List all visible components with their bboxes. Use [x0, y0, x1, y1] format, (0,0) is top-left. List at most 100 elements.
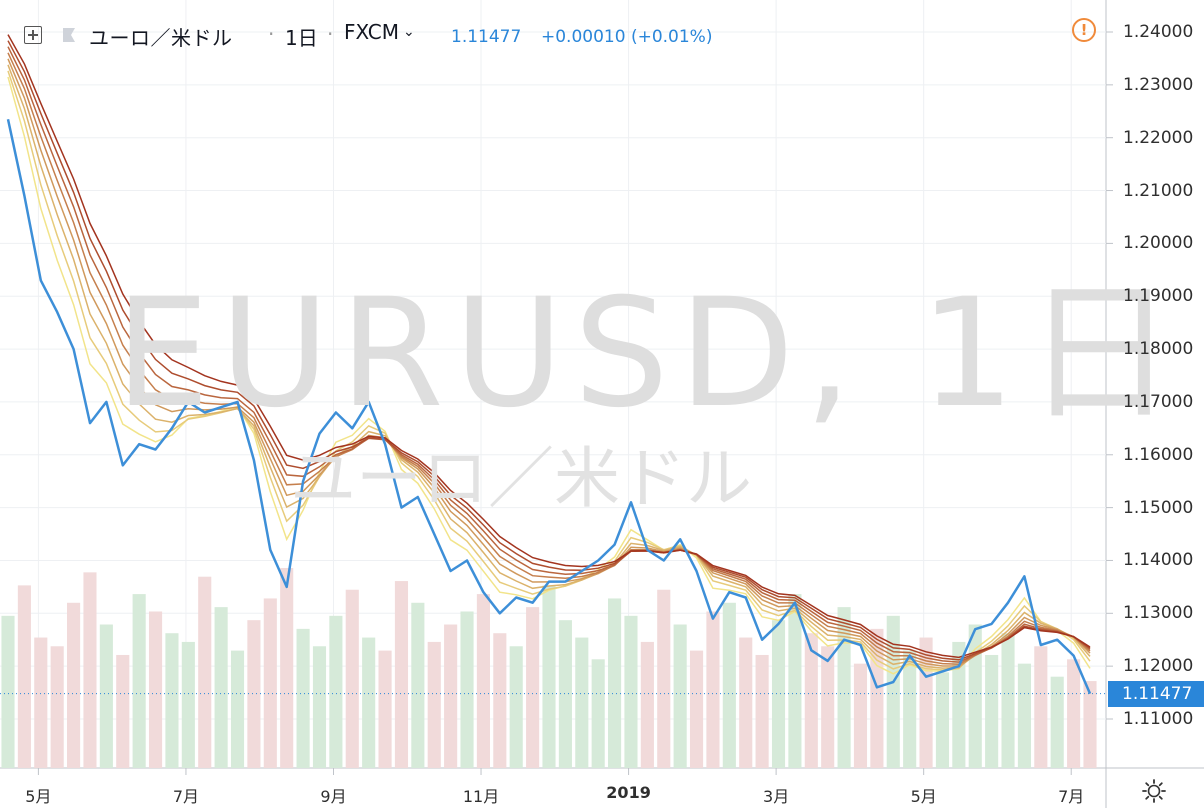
price-axis-label: 1.17000: [1123, 391, 1194, 412]
volume-bar: [903, 650, 917, 768]
volume-bar: [706, 611, 720, 768]
gear-icon[interactable]: [1141, 778, 1167, 804]
moving-average-line: [7, 34, 1091, 659]
volume-bar: [181, 641, 195, 768]
volume-bar: [968, 624, 982, 768]
separator-dot: ·: [327, 22, 334, 46]
volume-bar: [804, 633, 818, 768]
volume-bar: [870, 628, 884, 768]
last-price: 1.11477: [451, 27, 522, 47]
moving-average-line: [7, 46, 1091, 663]
volume-bar: [608, 598, 622, 768]
moving-average-line: [7, 70, 1091, 671]
volume-bar: [67, 602, 81, 768]
volume-bar: [247, 620, 261, 768]
volume-bar: [673, 624, 687, 768]
volume-bar: [591, 659, 605, 768]
price-axis-label: 1.18000: [1123, 339, 1194, 360]
volume-bar: [1067, 659, 1081, 768]
volume-bar: [1, 615, 15, 768]
time-axis-label: 3月: [763, 787, 790, 806]
volume-bar: [1034, 646, 1048, 768]
price-change: +0.00010 (+0.01%): [541, 27, 713, 47]
last-price-tag: 1.11477: [1108, 681, 1204, 707]
volume-bar: [575, 637, 589, 768]
moving-average-line: [7, 64, 1091, 669]
volume-bar: [722, 602, 736, 768]
volume-bar: [148, 611, 163, 768]
time-axis-label: 5月: [910, 787, 937, 806]
volume-bar: [378, 650, 392, 768]
volume-bar: [886, 615, 900, 768]
alert-icon[interactable]: !: [1072, 18, 1096, 42]
volume-bar: [296, 628, 310, 768]
plus-box-icon[interactable]: [24, 26, 42, 44]
volume-bar: [280, 568, 294, 768]
volume-bar: [558, 620, 572, 768]
volume-bar: [1017, 663, 1031, 768]
volume-bar: [83, 572, 97, 768]
volume-bar: [1050, 676, 1064, 768]
interval-label[interactable]: 1日: [285, 26, 318, 50]
price-axis-label: 1.23000: [1123, 74, 1194, 95]
price-axis-label: 1.22000: [1123, 127, 1194, 148]
volume-bar: [329, 615, 343, 768]
watermark-subtitle: ユーロ／米ドル: [290, 440, 752, 517]
volume-bar: [17, 585, 31, 768]
price-axis-label: 1.20000: [1123, 233, 1194, 254]
price-axis-label: 1.21000: [1123, 180, 1194, 201]
volume-bar: [640, 641, 654, 768]
watermark-title: EURUSD, 1日: [115, 267, 1186, 441]
price-axis-label: 1.19000: [1123, 286, 1194, 307]
volume-bar: [935, 672, 950, 768]
flag-icon[interactable]: [60, 26, 78, 44]
volume-bar: [542, 585, 556, 768]
volume-bar: [526, 607, 540, 768]
price-axis-label: 1.14000: [1123, 550, 1194, 571]
volume-bar: [952, 641, 966, 768]
volume-bar: [624, 615, 638, 768]
volume-bar: [34, 637, 48, 768]
volume-bar: [657, 589, 671, 768]
exchange-selector[interactable]: FXCM ⌄: [344, 20, 415, 44]
volume-bar: [362, 637, 376, 768]
time-axis-label: 2019: [606, 783, 651, 802]
volume-bar: [198, 576, 212, 768]
volume-bar: [509, 646, 523, 768]
price-axis-label: 1.13000: [1123, 603, 1194, 624]
symbol-name[interactable]: ユーロ／米ドル: [89, 26, 233, 50]
volume-bar: [771, 620, 786, 768]
volume-bar: [689, 650, 704, 768]
volume-bar: [444, 624, 458, 768]
exchange-label: FXCM: [344, 20, 399, 44]
volume-bar: [50, 646, 64, 768]
price-line: [6, 118, 1092, 695]
volume-bar: [476, 594, 490, 768]
volume-bar: [312, 646, 327, 768]
volume-bar: [1083, 681, 1097, 768]
price-axis-label: 1.16000: [1123, 444, 1194, 465]
chevron-down-icon: ⌄: [402, 24, 415, 40]
volume-bar: [230, 650, 245, 768]
time-axis-label: 7月: [172, 787, 200, 806]
volume-bar: [394, 581, 409, 768]
volume-bar: [165, 633, 179, 768]
volume-bar: [214, 607, 228, 768]
volume-bar: [460, 611, 474, 768]
separator-dot: ·: [268, 22, 275, 46]
price-axis-label: 1.12000: [1123, 656, 1194, 677]
volume-bar: [853, 663, 868, 768]
time-axis-label: 9月: [320, 787, 347, 806]
moving-average-line: [7, 40, 1091, 661]
volume-bar: [493, 633, 507, 768]
volume-bar: [755, 654, 769, 768]
volume-bar: [263, 598, 277, 768]
volume-bar: [116, 654, 130, 768]
volume-bar: [411, 602, 425, 768]
price-axis-label: 1.15000: [1123, 497, 1194, 518]
volume-bar: [132, 594, 146, 768]
volume-bar: [345, 589, 359, 768]
volume-bar: [1001, 633, 1015, 768]
volume-bar: [739, 637, 753, 768]
